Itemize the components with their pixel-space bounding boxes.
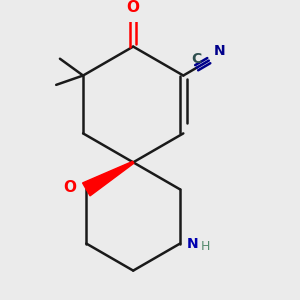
Text: O: O [127, 0, 140, 15]
Text: C: C [191, 52, 202, 66]
Text: N: N [187, 236, 198, 250]
Text: O: O [63, 180, 76, 195]
Polygon shape [82, 161, 134, 196]
Text: H: H [201, 240, 210, 253]
Text: N: N [213, 44, 225, 58]
